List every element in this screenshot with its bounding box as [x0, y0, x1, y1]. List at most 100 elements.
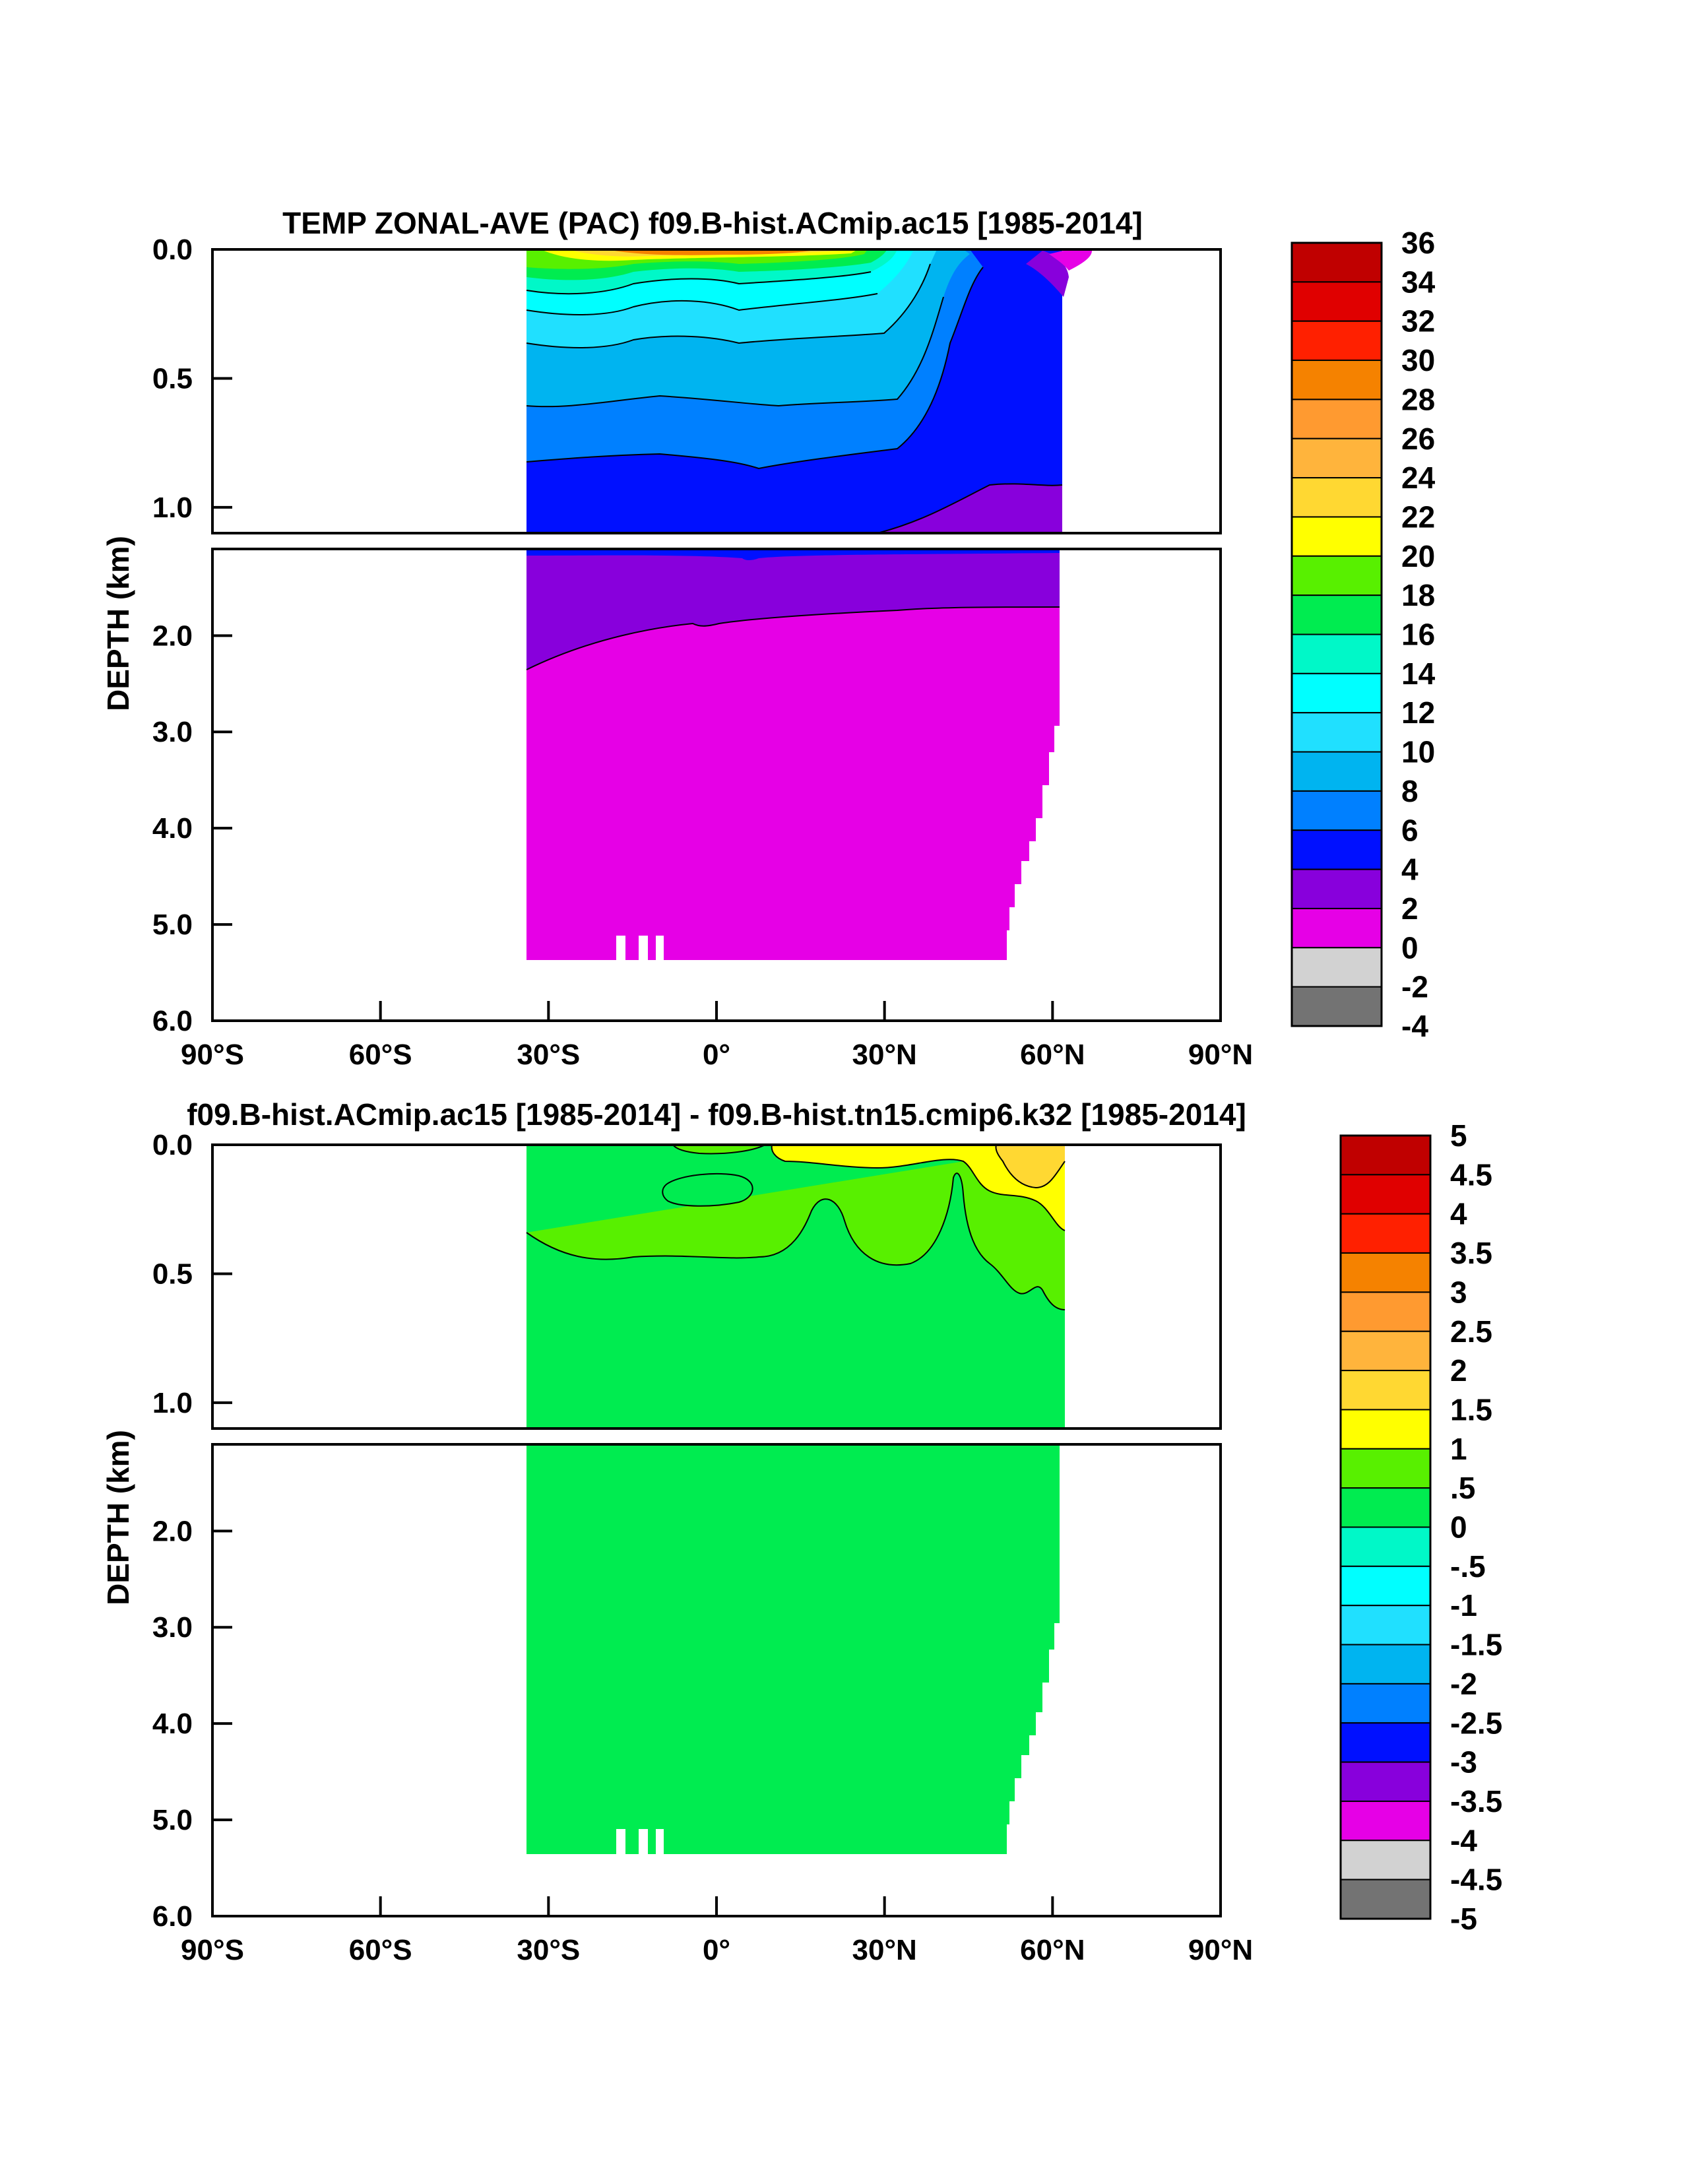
x-tick-label: 60°N [1020, 1039, 1085, 1071]
colorbar-label: -4 [1401, 1009, 1428, 1043]
colorbar-swatch [1291, 594, 1382, 635]
field-band [1049, 249, 1092, 271]
field-band [526, 1145, 1065, 1310]
colorbar-swatch [1340, 1565, 1431, 1607]
y-tick-label: 1.0 [152, 1387, 193, 1419]
colorbar-swatch [1291, 907, 1382, 949]
colorbar-label: 10 [1401, 735, 1435, 769]
colorbar-label: 0 [1401, 930, 1418, 965]
colorbar-swatch [1340, 1526, 1431, 1567]
field-band [607, 249, 818, 255]
colorbar-label: 1.5 [1450, 1392, 1492, 1427]
colorbar-swatch [1340, 1800, 1431, 1842]
chart-1-upper-field [526, 249, 1092, 533]
y-tick-label: 0.5 [152, 1258, 193, 1290]
colorbar-label: 32 [1401, 304, 1435, 338]
x-tick-label: 90°N [1188, 1934, 1253, 1966]
colorbar-label: -5 [1450, 1902, 1477, 1936]
colorbar-label: 26 [1401, 422, 1435, 456]
colorbar-swatch [1291, 633, 1382, 674]
x-tick-label: 60°S [349, 1934, 412, 1966]
chart-2-ylabel: DEPTH (km) [101, 1430, 135, 1605]
x-tick-label: 90°S [181, 1934, 244, 1966]
colorbar-swatch [1291, 868, 1382, 909]
field-band [673, 1145, 765, 1154]
field-band [1026, 251, 1069, 297]
field-band [662, 1173, 753, 1206]
colorbar-swatch [1340, 1370, 1431, 1411]
colorbar-label: 2.5 [1450, 1314, 1492, 1349]
chart-2-upper-field [526, 1145, 1066, 1429]
colorbar-swatch [1291, 399, 1382, 439]
colorbar-swatch [1340, 1761, 1431, 1802]
colorbar-swatch [1291, 672, 1382, 714]
colorbar-label: 16 [1401, 618, 1435, 652]
colorbar-label: 4 [1401, 852, 1418, 887]
colorbar-swatch [1291, 360, 1382, 401]
x-tick-label: 30°N [852, 1934, 917, 1966]
colorbar-label: 14 [1401, 657, 1436, 691]
colorbar-label: 8 [1401, 774, 1418, 808]
colorbar-label: -2 [1401, 970, 1428, 1004]
chart-1-ylabel: DEPTH (km) [101, 536, 135, 711]
colorbar-swatch [1291, 281, 1382, 322]
colorbar-label: 4.5 [1450, 1157, 1492, 1192]
colorbar-swatch [1340, 1840, 1431, 1880]
colorbar-swatch [1340, 1605, 1431, 1646]
colorbar-swatch [1291, 437, 1382, 479]
colorbar-swatch [1340, 1722, 1431, 1763]
chart-2-colorbar: 54.543.532.521.51.50-.5-1-1.5-2-2.5-3-3.… [1339, 1118, 1502, 1936]
contour-lines [526, 263, 1063, 533]
colorbar-label: 36 [1401, 226, 1435, 260]
colorbar-label: -4 [1450, 1823, 1477, 1857]
y-tick-label: 6.0 [152, 1900, 193, 1933]
colorbar-frame [1339, 1134, 1432, 1920]
x-tick-label: 60°S [349, 1039, 412, 1071]
colorbar-label: 5 [1450, 1118, 1467, 1153]
colorbar-label: 30 [1401, 343, 1435, 377]
colorbar-swatch [1340, 1409, 1431, 1450]
colorbar-label: -3 [1450, 1745, 1477, 1780]
colorbar-swatch [1340, 1644, 1431, 1685]
colorbar-label: 1 [1450, 1432, 1467, 1466]
colorbar-label: 24 [1401, 461, 1436, 495]
x-tick-label: 30°S [517, 1039, 580, 1071]
colorbar-swatch [1291, 712, 1382, 753]
x-tick-label: 0° [703, 1934, 730, 1966]
field-band [996, 1145, 1065, 1188]
colorbar-swatch [1291, 477, 1382, 518]
colorbar-label: 22 [1401, 499, 1435, 534]
x-tick-label: 90°N [1188, 1039, 1253, 1071]
y-tick-label: 3.0 [152, 716, 193, 748]
colorbar-label: 12 [1401, 695, 1435, 730]
colorbar-swatch [1340, 1291, 1431, 1332]
colorbar-swatch [1340, 1448, 1431, 1489]
y-tick-label: 2.0 [152, 620, 193, 652]
colorbar-swatch [1340, 1252, 1431, 1293]
field-band [526, 549, 1060, 960]
colorbar-label: 3 [1450, 1275, 1467, 1309]
chart-2-upper-frame [211, 1143, 1222, 1430]
colorbar-label: 2 [1450, 1353, 1467, 1388]
colorbar-swatch [1340, 1683, 1431, 1724]
y-tick-label: 0.5 [152, 362, 193, 395]
field-band [526, 549, 1060, 670]
colorbar-swatch [1340, 1330, 1431, 1372]
field-band [877, 484, 1062, 533]
chart-1: TEMP ZONAL-AVE (PAC) f09.B-hist.ACmip.ac… [101, 206, 1436, 1071]
colorbar-swatch [1291, 516, 1382, 557]
colorbar-label: 34 [1401, 265, 1436, 299]
chart-2-lower-field [526, 1444, 1060, 1854]
colorbar-label: 3.5 [1450, 1236, 1492, 1270]
colorbar-label: .5 [1450, 1471, 1475, 1505]
colorbar-label: -.5 [1450, 1549, 1486, 1584]
y-tick-label: 0.0 [152, 234, 193, 266]
colorbar-swatch [1340, 1487, 1431, 1528]
chart-2: f09.B-hist.ACmip.ac15 [1985-2014] - f09.… [101, 1097, 1502, 1966]
chart-1-lower-field [526, 549, 1060, 960]
colorbar-swatch [1340, 1213, 1431, 1254]
colorbar-label: 28 [1401, 382, 1435, 416]
colorbar-label: 18 [1401, 578, 1435, 612]
